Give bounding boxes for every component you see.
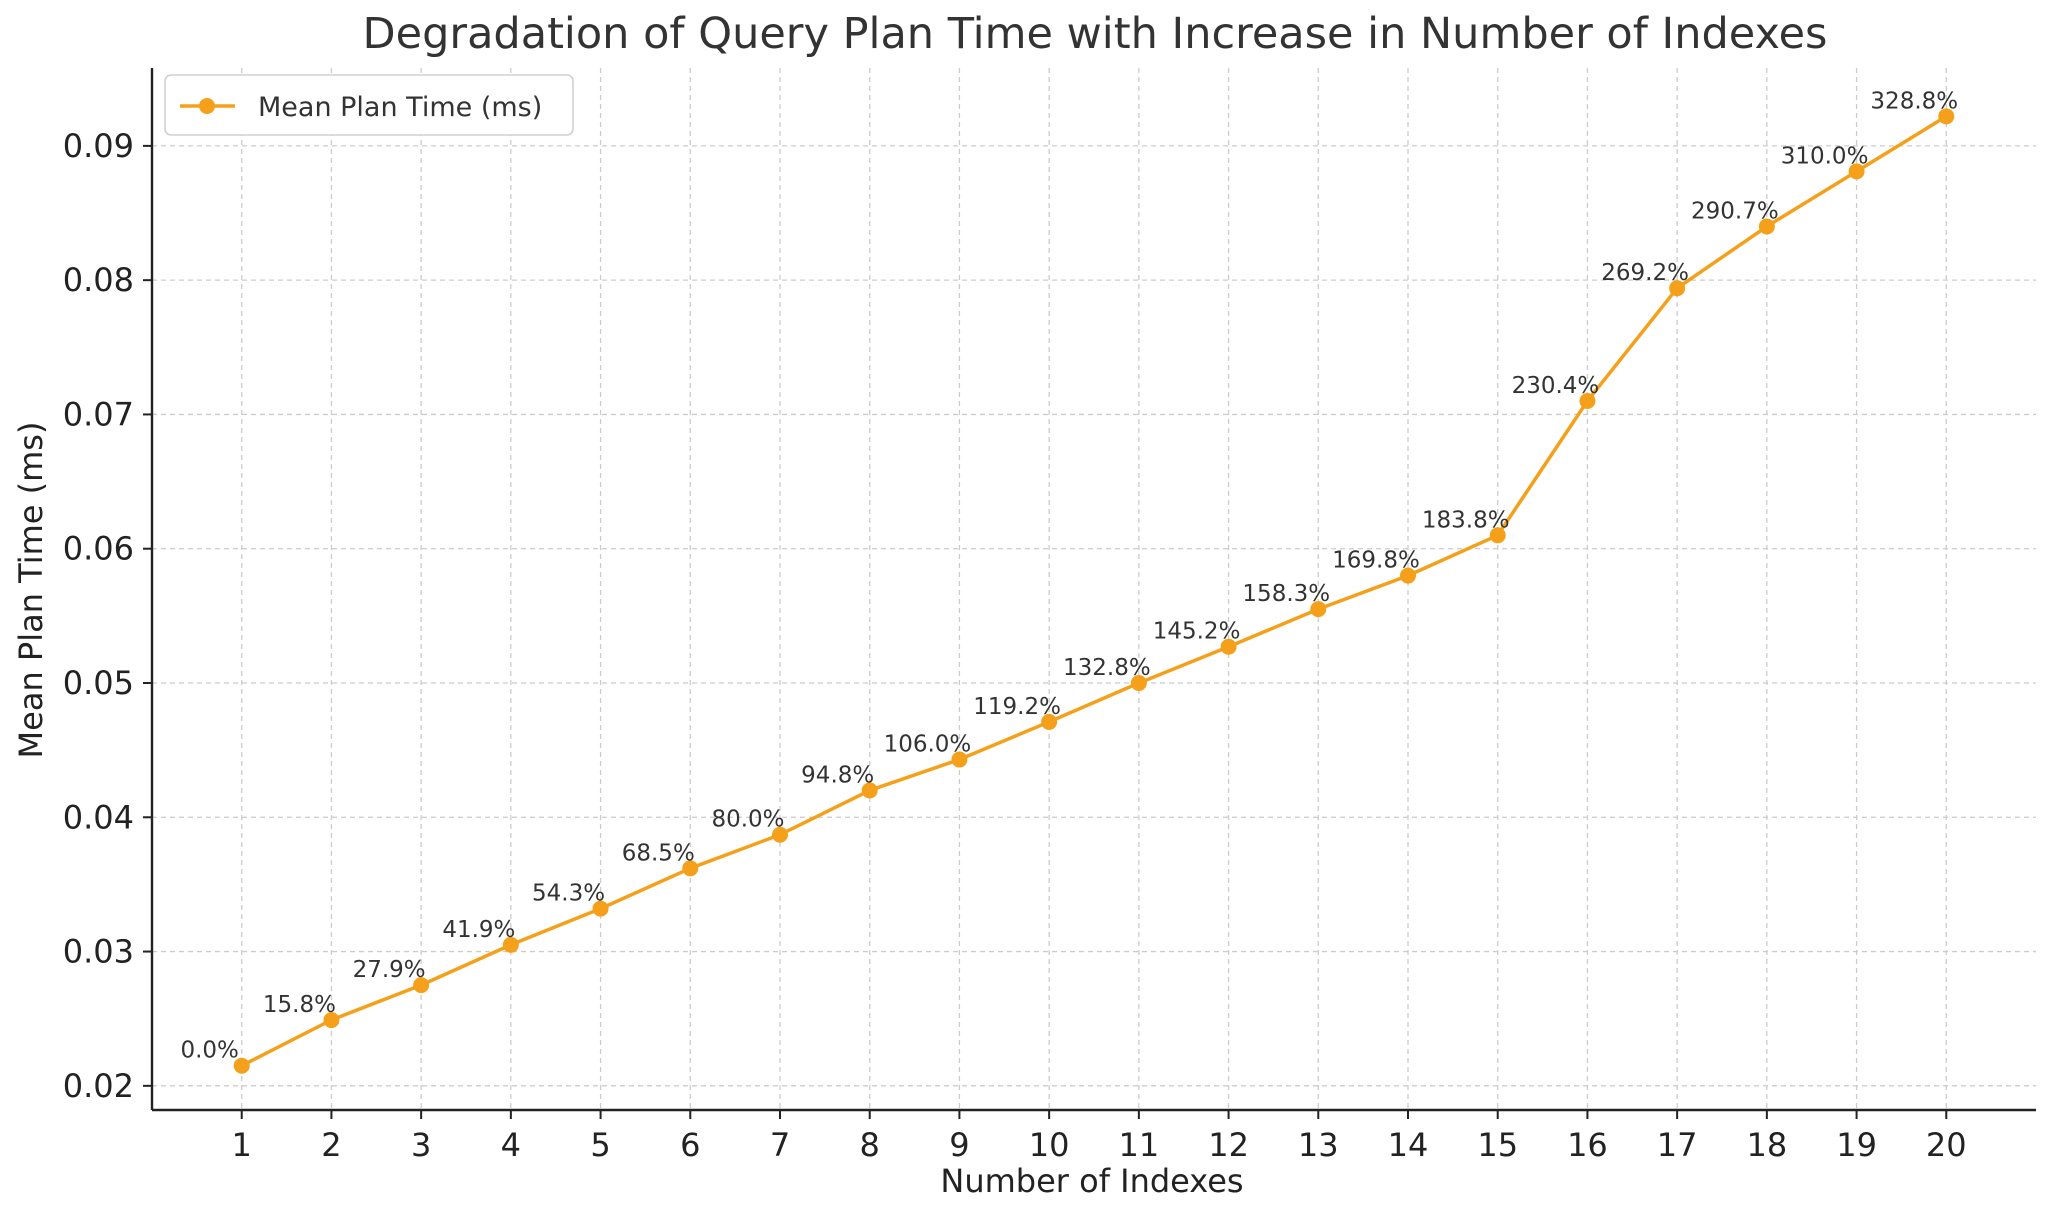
y-tick-label: 0.03 [63,933,134,971]
x-axis-label: Number of Indexes [940,1162,1243,1200]
x-tick-label: 1 [232,1126,252,1164]
data-point [772,826,788,843]
x-tick-label: 10 [1029,1126,1070,1164]
data-point [1400,567,1416,584]
data-point [1130,674,1147,691]
legend: Mean Plan Time (ms) [164,74,574,136]
y-axis-label: Mean Plan Time (ms) [12,422,50,759]
data-label: 119.2% [973,694,1061,720]
data-label: 145.2% [1153,619,1241,645]
x-tick-label: 17 [1657,1126,1698,1164]
data-label: 169.8% [1332,548,1420,574]
x-tick-label: 9 [949,1126,969,1164]
legend-marker [199,98,215,114]
x-tick-label: 20 [1926,1126,1967,1164]
data-point [1669,280,1686,297]
x-tick-label: 13 [1298,1126,1339,1164]
data-labels: 0.0% 15.8% 27.9% 41.9% 54.3% 68.5% 80.0% 94.8% 1… [180,88,1958,1063]
data-label: 106.0% [884,732,972,758]
data-label: 41.9% [442,917,515,943]
x-tick-label: 19 [1836,1126,1877,1164]
x-tick-label: 15 [1477,1126,1518,1164]
series-line-mean-plan-time [240,114,1948,1068]
axes: 1 2 3 4 5 6 7 8 9 10 11 12 13 14 15 16 17 18 19 200.020.030… [63,68,2036,1164]
data-label: 269.2% [1601,260,1689,286]
data-label: 15.8% [263,992,336,1018]
data-point [1041,713,1058,730]
data-label: 230.4% [1512,373,1600,399]
x-tick-label: 18 [1746,1126,1787,1164]
data-label: 328.8% [1870,88,1958,114]
y-tick-label: 0.04 [63,798,134,836]
y-tick-label: 0.09 [63,127,134,165]
data-point [1579,393,1596,410]
x-tick-label: 7 [770,1126,790,1164]
x-tick-label: 3 [411,1126,431,1164]
chart-title: Degradation of Query Plan Time with Incr… [363,9,1828,59]
x-tick-label: 2 [321,1126,341,1164]
legend-label: Mean Plan Time (ms) [258,92,542,123]
x-tick-label: 11 [1118,1126,1159,1164]
data-label: 183.8% [1422,507,1510,533]
data-label: 68.5% [622,840,695,866]
data-point [413,977,430,994]
x-tick-label: 14 [1388,1126,1429,1164]
x-tick-label: 6 [680,1126,700,1164]
data-label: 0.0% [180,1038,238,1064]
data-label: 54.3% [532,881,605,907]
data-label: 132.8% [1063,655,1151,681]
data-label: 94.8% [801,762,874,788]
data-point [682,860,699,877]
data-point [592,900,609,917]
data-label: 158.3% [1242,581,1330,607]
x-tick-label: 4 [501,1126,521,1164]
data-label: 290.7% [1691,198,1779,224]
data-point [1310,601,1327,618]
x-tick-label: 8 [860,1126,880,1164]
data-label: 80.0% [711,807,784,833]
grid [152,68,2036,1110]
data-point [1938,108,1955,125]
series-layer [233,108,1955,1074]
data-label: 27.9% [353,957,426,983]
data-point [951,751,968,768]
data-point [1489,527,1506,544]
x-tick-label: 5 [590,1126,610,1164]
y-tick-label: 0.07 [63,395,134,433]
y-tick-label: 0.05 [63,664,134,702]
legend-frame [164,74,574,136]
data-point [233,1057,250,1074]
data-label: 310.0% [1781,143,1869,169]
data-point [861,782,878,799]
data-point [502,936,519,953]
data-point [1758,218,1775,235]
x-tick-label: 12 [1208,1126,1249,1164]
y-tick-label: 0.02 [63,1067,134,1105]
y-tick-label: 0.06 [63,530,134,568]
y-tick-label: 0.08 [63,261,134,299]
data-point [1220,638,1237,655]
x-tick-label: 16 [1567,1126,1608,1164]
data-point [1848,163,1865,180]
data-point [323,1012,340,1029]
